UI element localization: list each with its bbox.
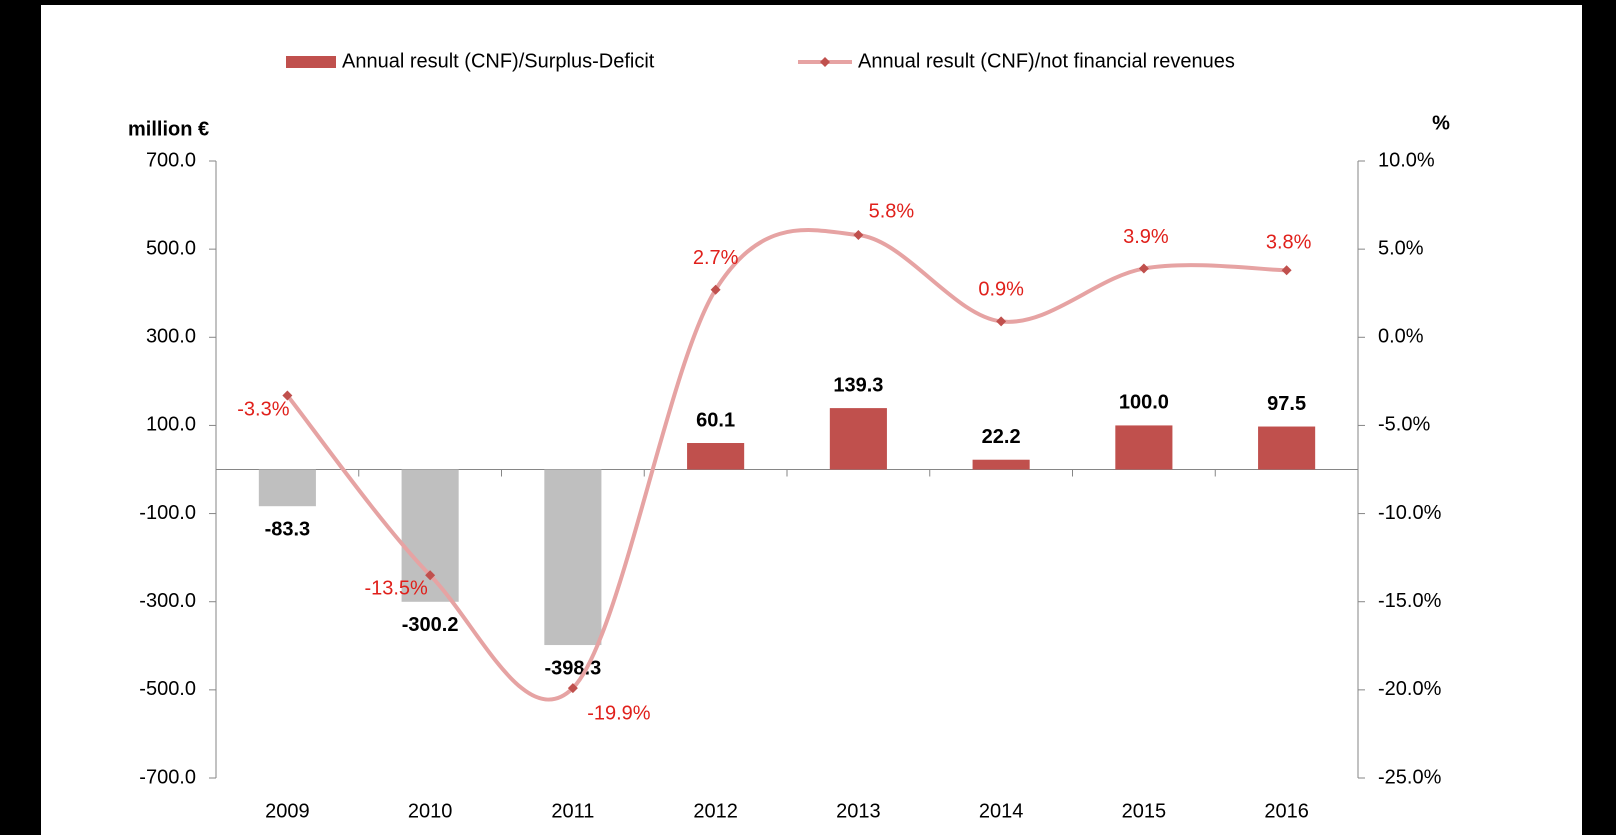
bar-value-label: 139.3 (833, 374, 883, 396)
y-tick-label: -100.0 (139, 502, 196, 524)
bar-value-label: -83.3 (265, 518, 311, 540)
bar (1258, 426, 1316, 470)
line-value-label: 2.7% (693, 247, 739, 269)
line-value-label: 3.8% (1266, 232, 1312, 254)
bar-value-label: -398.3 (545, 657, 602, 679)
y2-tick-label: -5.0% (1378, 414, 1430, 436)
x-tick-label: 2011 (551, 800, 594, 822)
y2-tick-label: -20.0% (1378, 678, 1442, 700)
line-marker (996, 316, 1007, 327)
border-top (0, 0, 1616, 5)
y2-tick-label: -15.0% (1378, 590, 1442, 612)
line-marker (282, 390, 293, 401)
border-left (0, 0, 41, 835)
y-tick-label: -700.0 (139, 766, 196, 788)
line-marker (425, 570, 436, 581)
x-tick-label: 2015 (1122, 800, 1167, 822)
line-marker (1138, 263, 1149, 274)
bar-value-label: 97.5 (1267, 393, 1306, 415)
y2-tick-label: 5.0% (1378, 237, 1424, 259)
legend-label: Annual result (CNF)/Surplus-Deficit (342, 50, 655, 72)
line-value-label: 3.9% (1123, 226, 1169, 248)
line-value-label: 5.8% (869, 200, 915, 222)
line-marker (710, 284, 721, 295)
bar (829, 408, 887, 470)
bar (687, 443, 745, 470)
x-tick-label: 2010 (408, 800, 453, 822)
bar-value-label: -300.2 (402, 614, 459, 636)
x-tick-label: 2012 (693, 800, 738, 822)
bar (544, 469, 602, 646)
legend-label: Annual result (CNF)/not financial revenu… (858, 50, 1235, 72)
bar-value-label: 60.1 (696, 409, 735, 431)
y-tick-label: 300.0 (146, 326, 196, 348)
border-right (1582, 0, 1616, 835)
y-tick-label: 500.0 (146, 237, 196, 259)
line-marker (567, 683, 578, 694)
y-tick-label: 100.0 (146, 414, 196, 436)
line-marker (853, 230, 864, 241)
bar (258, 469, 316, 507)
y2-tick-label: 0.0% (1378, 326, 1424, 348)
bar (972, 459, 1030, 470)
bar-value-label: 100.0 (1119, 392, 1169, 414)
x-tick-label: 2013 (836, 800, 881, 822)
y2-axis-title: % (1432, 112, 1450, 134)
line-value-label: -19.9% (587, 702, 651, 724)
y-tick-label: -500.0 (139, 678, 196, 700)
legend-marker (820, 57, 830, 67)
line-value-label: -13.5% (364, 578, 428, 600)
y2-tick-label: -25.0% (1378, 766, 1442, 788)
x-tick-label: 2014 (979, 800, 1024, 822)
line-value-label: 0.9% (978, 279, 1024, 301)
x-tick-label: 2016 (1264, 800, 1309, 822)
y-axis-title: million € (128, 118, 209, 140)
y-tick-label: -300.0 (139, 590, 196, 612)
line-value-label: -3.3% (237, 399, 289, 421)
bar-value-label: 22.2 (982, 426, 1021, 448)
y2-tick-label: 10.0% (1378, 149, 1435, 171)
line-marker (1281, 265, 1292, 276)
x-tick-label: 2009 (265, 800, 310, 822)
y2-tick-label: -10.0% (1378, 502, 1442, 524)
legend-swatch (286, 56, 336, 68)
bar (1115, 425, 1173, 470)
y-tick-label: 700.0 (146, 149, 196, 171)
